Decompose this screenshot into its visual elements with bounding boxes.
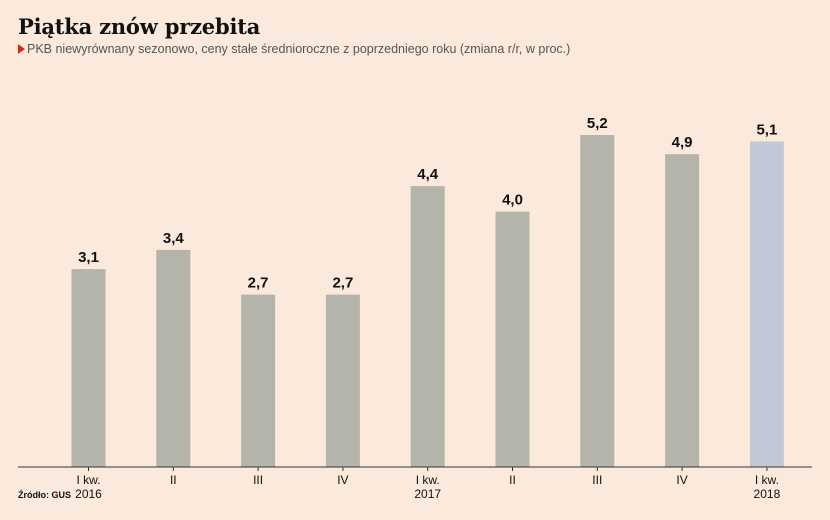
tick-label-2-0: III	[253, 473, 263, 487]
tick-label-1-0: II	[170, 473, 177, 487]
bar-0	[71, 269, 106, 467]
bar-6	[580, 135, 615, 467]
red-triangle-icon	[18, 44, 25, 54]
tick-label-8-1: 2018	[754, 487, 781, 501]
tick-label-7-0: IV	[676, 473, 687, 487]
value-label-1: 3,4	[163, 230, 185, 247]
source-note: Źródło: GUS	[18, 490, 71, 500]
bar-4	[410, 186, 445, 467]
value-label-5: 4,0	[502, 192, 523, 209]
value-label-8: 5,1	[756, 121, 777, 138]
subtitle-text: PKB niewyrównany sezonowo, ceny stałe śr…	[27, 42, 571, 56]
tick-label-8-0: I kw.	[755, 473, 779, 487]
tick-label-3-0: IV	[337, 473, 348, 487]
value-label-4: 4,4	[417, 166, 439, 183]
tick-label-0-1: 2016	[75, 487, 102, 501]
chart-title: Piątka znów przebita	[18, 14, 261, 39]
tick-label-4-0: I kw.	[416, 473, 440, 487]
value-label-2: 2,7	[248, 275, 269, 292]
value-label-7: 4,9	[672, 134, 693, 151]
value-label-3: 2,7	[332, 275, 353, 292]
bar-7	[665, 154, 700, 467]
bar-2	[241, 294, 276, 467]
tick-label-6-0: III	[592, 473, 602, 487]
value-label-6: 5,2	[587, 115, 608, 132]
chart-subtitle: PKB niewyrównany sezonowo, ceny stałe śr…	[18, 42, 570, 56]
bar-3	[325, 294, 360, 467]
bar-5	[495, 211, 530, 467]
tick-label-5-0: II	[509, 473, 516, 487]
bar-1	[156, 249, 191, 467]
bar-8	[749, 141, 784, 467]
tick-label-4-1: 2017	[414, 487, 441, 501]
tick-label-0-0: I kw.	[76, 473, 100, 487]
value-label-0: 3,1	[78, 249, 99, 266]
